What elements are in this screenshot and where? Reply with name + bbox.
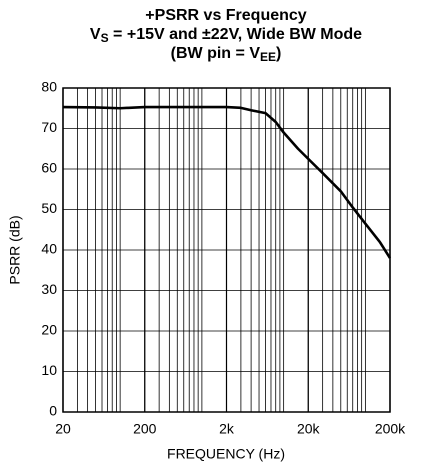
title-line: (BW pin = VEE) [171, 45, 282, 64]
title-text: +PSRR vs Frequency [145, 7, 307, 24]
x-tick-label: 2k [219, 421, 235, 437]
title-text: = +15V and ±22V, Wide BW Mode [109, 26, 363, 43]
title-text: ) [276, 45, 281, 62]
title-line: VS = +15V and ±22V, Wide BW Mode [90, 26, 362, 45]
title-line: +PSRR vs Frequency [145, 7, 307, 24]
y-tick-label: 60 [41, 160, 57, 176]
y-tick-label: 30 [41, 281, 57, 297]
data-line [62, 105, 392, 259]
y-tick-label: 10 [41, 362, 57, 378]
y-tick-label: 80 [41, 79, 57, 95]
y-axis-label: PSRR (dB) [7, 215, 23, 284]
plot-frame [62, 87, 391, 413]
y-tick-label: 50 [41, 200, 57, 216]
title-text: (BW pin = V [171, 45, 261, 62]
x-tick-label: 200 [133, 421, 157, 437]
x-axis-label: FREQUENCY (Hz) [167, 446, 285, 462]
y-tick-label: 20 [41, 322, 57, 338]
title-subscript: S [101, 31, 109, 45]
y-tick-label: 70 [41, 119, 57, 135]
x-tick-label: 20 [55, 421, 71, 437]
x-tick-label: 20k [297, 421, 321, 437]
y-tick-label: 40 [41, 241, 57, 257]
title-text: V [90, 26, 101, 43]
y-tick-label: 0 [49, 403, 57, 419]
x-tick-label: 200k [375, 421, 406, 437]
title-subscript: EE [260, 50, 276, 64]
